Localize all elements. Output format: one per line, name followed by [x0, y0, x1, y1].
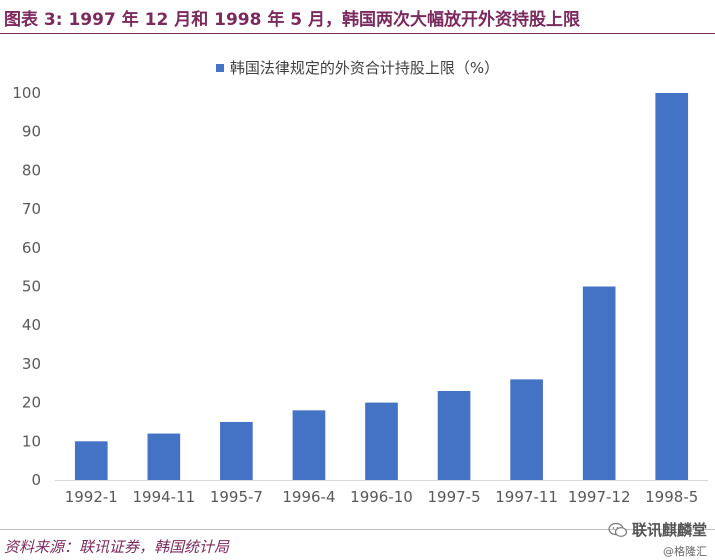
x-tick-label: 1996-10: [350, 488, 413, 506]
legend-swatch: [215, 63, 224, 72]
y-tick-label: 10: [22, 432, 41, 450]
y-tick-label: 20: [22, 394, 41, 412]
bar: [655, 93, 689, 480]
y-tick-label: 30: [22, 355, 41, 373]
title-divider: [0, 33, 715, 34]
bar: [147, 433, 181, 480]
watermark-name: 联讯麒麟堂: [631, 521, 707, 539]
y-tick-label: 60: [22, 239, 41, 257]
watermark-handle: @格隆汇: [663, 545, 707, 558]
y-tick-label: 40: [22, 316, 41, 334]
chart-legend: 韩国法律规定的外资合计持股上限（%）: [0, 57, 715, 78]
bar: [220, 421, 253, 480]
y-tick-label: 70: [22, 200, 41, 218]
y-tick-label: 100: [12, 84, 41, 102]
x-tick-label: 1995-7: [210, 488, 263, 506]
bar: [74, 441, 108, 480]
figure-title: 图表 3: 1997 年 12 月和 1998 年 5 月，韩国两次大幅放开外资…: [4, 10, 581, 30]
x-tick-label: 1997-11: [495, 488, 558, 506]
bar: [437, 390, 471, 480]
x-tick-label: 1997-5: [427, 488, 480, 506]
watermark: 联讯麒麟堂 @格隆汇: [608, 519, 707, 559]
bar: [365, 402, 398, 480]
x-tick-label: 1998-5: [645, 488, 698, 506]
x-tick-label: 1992-1: [65, 488, 118, 506]
source-note: 资料来源：联讯证券，韩国统计局: [4, 538, 230, 556]
bar: [582, 286, 616, 480]
bar: [510, 379, 543, 480]
wechat-icon: [608, 522, 628, 537]
y-tick-label: 0: [31, 471, 41, 489]
y-tick-label: 90: [22, 123, 41, 141]
y-tick-label: 80: [22, 161, 41, 179]
bar: [292, 410, 326, 480]
bar-chart: 0 10 20 30 40 50 60 70 80 90 100 1992-1 1994-11 1995-…: [12, 84, 708, 506]
y-tick-label: 50: [22, 278, 41, 296]
x-tick-label: 1994-11: [132, 488, 195, 506]
x-tick-label: 1997-12: [568, 488, 631, 506]
x-tick-label: 1996-4: [282, 488, 335, 506]
source-divider: [0, 529, 715, 530]
legend-label: 韩国法律规定的外资合计持股上限（%）: [229, 59, 500, 77]
